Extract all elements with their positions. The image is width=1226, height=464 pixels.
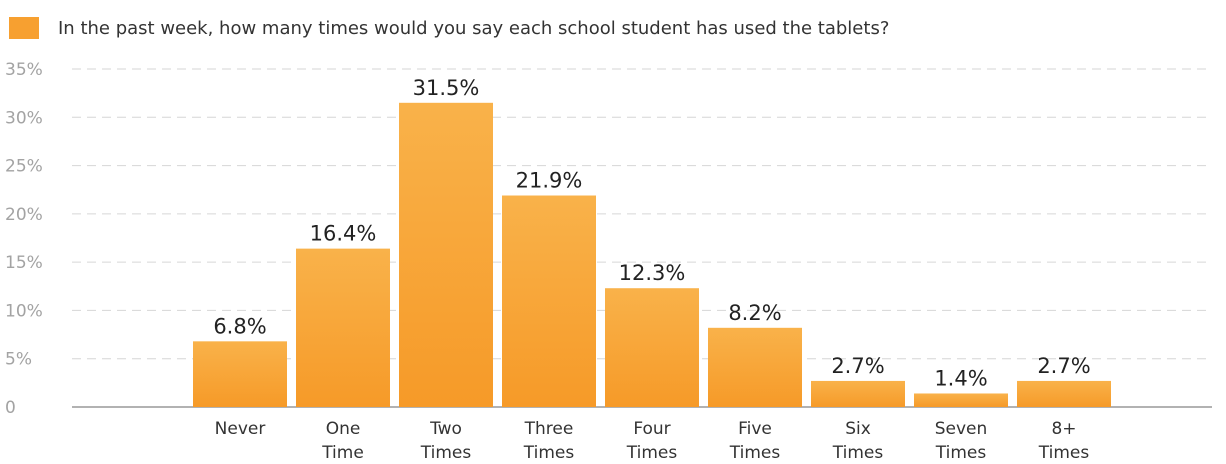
x-tick-label: Time — [321, 443, 364, 463]
bar — [1017, 380, 1111, 407]
value-label: 2.7% — [831, 354, 884, 378]
y-tick-label: 20% — [5, 205, 43, 225]
chart-title: In the past week, how many times would y… — [58, 18, 889, 39]
y-tick-label: 25% — [5, 157, 43, 177]
value-label: 16.4% — [310, 222, 377, 246]
y-tick-label: 30% — [5, 108, 43, 128]
x-tick-label: Never — [215, 419, 266, 439]
x-tick-label: Four — [633, 419, 670, 439]
x-tick-label: Times — [1038, 443, 1090, 463]
bar — [708, 327, 802, 407]
x-tick-label: Seven — [935, 419, 988, 439]
value-label: 6.8% — [213, 314, 266, 338]
bar — [914, 393, 1008, 407]
chart-header: In the past week, how many times would y… — [9, 17, 889, 39]
x-tick-label: One — [326, 419, 361, 439]
y-axis-ticks: 0 5% 10% 15% 20% 25% 30% 35% — [5, 60, 43, 418]
x-tick-label: Times — [626, 443, 678, 463]
value-label: 12.3% — [619, 261, 686, 285]
value-label: 8.2% — [728, 301, 781, 325]
x-tick-label: Times — [832, 443, 884, 463]
x-tick-label: 8+ — [1051, 419, 1076, 439]
y-tick-label: 15% — [5, 253, 43, 273]
legend-swatch — [9, 17, 39, 39]
bars — [193, 102, 1111, 408]
y-tick-label: 35% — [5, 60, 43, 80]
bar — [399, 102, 493, 408]
x-tick-label: Times — [729, 443, 781, 463]
x-tick-label: Two — [429, 419, 462, 439]
x-tick-label: Three — [524, 419, 574, 439]
value-labels: 6.8% 16.4% 31.5% 21.9% 12.3% 8.2% 2.7% 1.4% 2.7% — [213, 76, 1090, 391]
x-tick-label: Times — [523, 443, 575, 463]
y-tick-label: 5% — [5, 350, 32, 370]
bar — [502, 195, 596, 407]
bar — [811, 380, 905, 407]
x-axis-labels: Never One Time Two Times Three Times Four Times F… — [215, 419, 1090, 463]
value-label: 1.4% — [934, 366, 987, 390]
x-tick-label: Times — [935, 443, 987, 463]
value-label: 2.7% — [1037, 354, 1090, 378]
bar — [296, 248, 390, 407]
value-label: 31.5% — [413, 76, 480, 100]
bar — [605, 288, 699, 407]
bar — [193, 341, 287, 407]
y-tick-label: 0 — [5, 398, 16, 418]
value-label: 21.9% — [516, 169, 583, 193]
x-tick-label: Times — [420, 443, 472, 463]
x-tick-label: Six — [845, 419, 871, 439]
y-tick-label: 10% — [5, 301, 43, 321]
x-tick-label: Five — [738, 419, 772, 439]
